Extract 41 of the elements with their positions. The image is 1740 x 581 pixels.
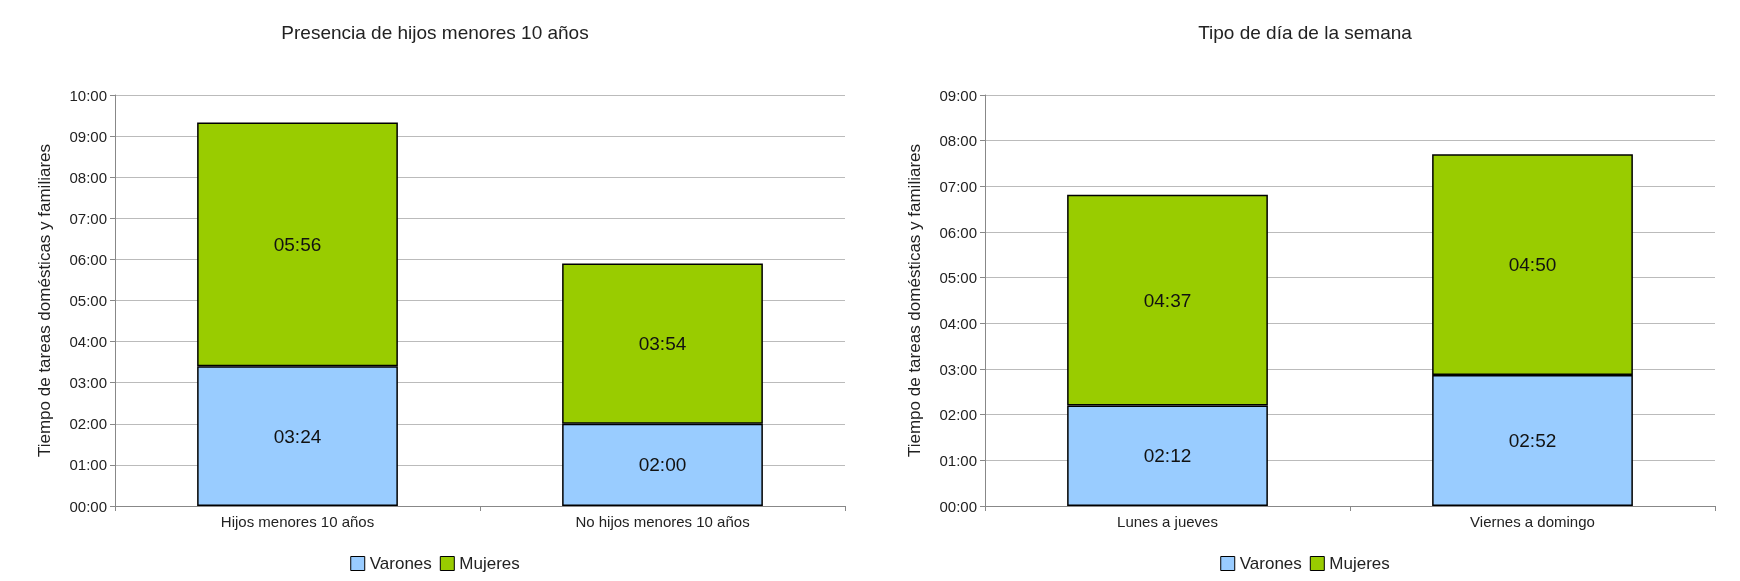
legend-label: Mujeres <box>459 554 520 573</box>
y-tick-label: 08:00 <box>939 132 977 150</box>
legend-label: Varones <box>369 554 432 573</box>
legend-label: Mujeres <box>1329 554 1390 573</box>
data-label: 02:00 <box>638 454 687 476</box>
data-label: 02:52 <box>1508 430 1557 452</box>
x-tick-label: Viernes a domingo <box>1470 513 1595 530</box>
y-axis-title: Tiempo de tareas domésticas y familiares <box>905 143 924 458</box>
y-tick-label: 10:00 <box>69 86 107 104</box>
y-tick-label: 09:00 <box>69 127 107 145</box>
y-tick-label: 05:00 <box>939 269 977 287</box>
y-tick-label: 00:00 <box>939 497 977 515</box>
chart-title: Presencia de hijos menores 10 años <box>281 22 589 43</box>
y-tick-label: 01:00 <box>69 456 107 474</box>
y-tick-label: 09:00 <box>939 86 977 104</box>
y-tick-label: 06:00 <box>69 250 107 268</box>
y-tick-label: 06:00 <box>939 223 977 241</box>
y-tick-label: 08:00 <box>69 168 107 186</box>
x-tick-label: No hijos menores 10 años <box>575 513 750 530</box>
y-axis-title: Tiempo de tareas domésticas y familiares <box>35 143 54 458</box>
y-tick-label: 03:00 <box>69 374 107 392</box>
y-tick-label: 07:00 <box>939 177 977 195</box>
x-tick-label: Hijos menores 10 años <box>220 513 375 530</box>
y-tick-label: 04:00 <box>69 333 107 351</box>
data-label: 03:24 <box>273 425 322 447</box>
y-tick-label: 01:00 <box>939 451 977 469</box>
data-label: 03:54 <box>638 333 687 355</box>
y-tick-label: 05:00 <box>69 292 107 309</box>
data-label: 05:56 <box>273 233 322 255</box>
y-tick-label: 03:00 <box>939 360 977 378</box>
y-tick-label: 00:00 <box>69 497 107 515</box>
y-tick-label: 02:00 <box>939 406 977 424</box>
legend-label: Varones <box>1239 554 1302 573</box>
chart-title: Tipo de día de la semana <box>1198 22 1413 43</box>
data-label: 04:50 <box>1508 254 1557 276</box>
y-tick-label: 07:00 <box>69 209 107 227</box>
y-tick-label: 02:00 <box>69 415 107 433</box>
x-tick-label: Lunes a jueves <box>1117 513 1218 530</box>
data-label: 04:37 <box>1143 289 1192 311</box>
data-label: 02:12 <box>1143 445 1192 467</box>
y-tick-label: 04:00 <box>939 314 977 332</box>
